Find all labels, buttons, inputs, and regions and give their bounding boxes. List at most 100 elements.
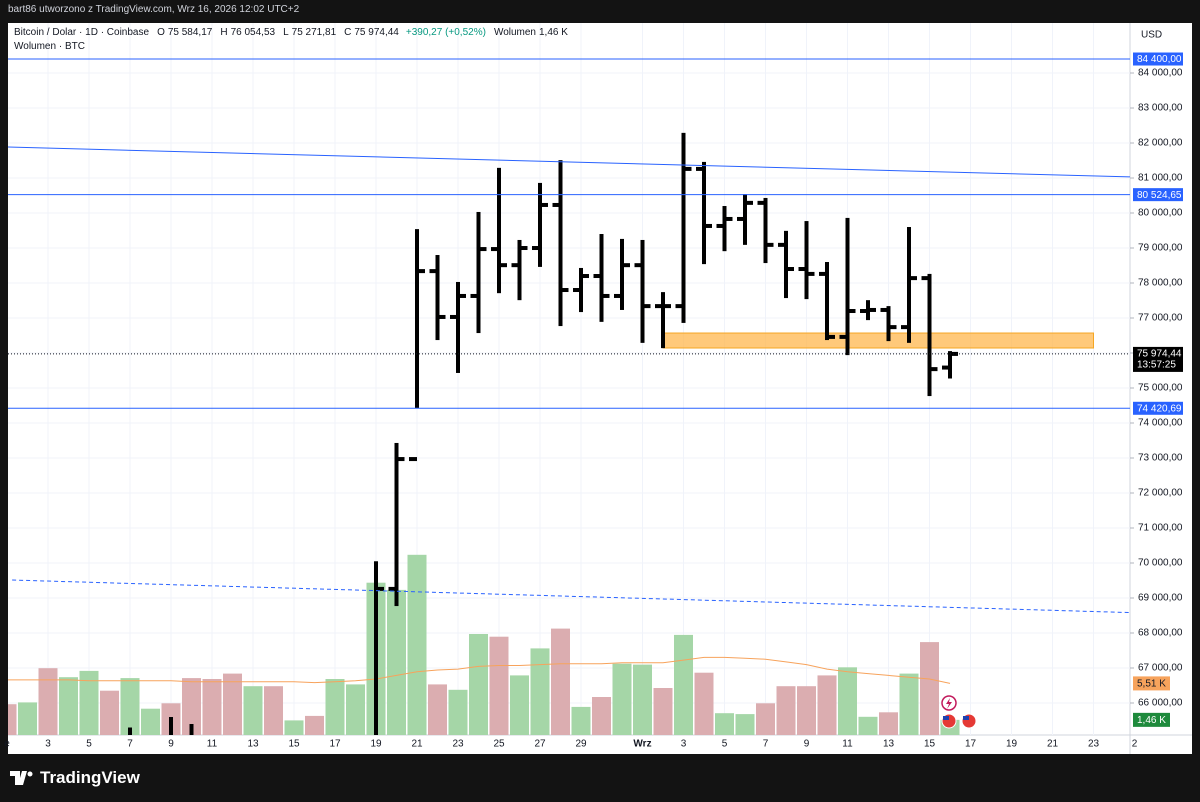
ohlc-open <box>798 267 807 272</box>
y-tick-label: 69 000,00 <box>1138 593 1183 604</box>
x-tick-label: 13 <box>883 739 895 750</box>
ohlc-range <box>927 273 932 397</box>
ohlc-close <box>581 274 589 279</box>
volume-bar <box>120 678 140 735</box>
ohlc-close <box>540 202 548 207</box>
volume-bar <box>899 673 919 735</box>
ohlc-close <box>827 334 835 339</box>
ohlc-range <box>702 161 706 265</box>
ohlc-open <box>901 325 909 330</box>
x-tick-label: 3 <box>681 739 687 750</box>
ohlc-close <box>888 325 897 330</box>
x-tick-label: 25 <box>493 739 505 750</box>
ohlc-range <box>825 262 829 341</box>
ohlc-open <box>655 304 663 309</box>
volume-bar <box>59 677 78 735</box>
ohlc-close <box>683 166 692 171</box>
ohlc-range <box>886 306 891 342</box>
volume-label: 1,46 K <box>1137 715 1166 726</box>
ohlc-close <box>458 293 466 298</box>
c-value: 75 974,44 <box>354 27 399 38</box>
ohlc-close <box>519 246 528 251</box>
x-tick-label: 11 <box>207 739 218 750</box>
volume-bar <box>530 648 550 735</box>
y-tick-label: 80 000,00 <box>1138 208 1183 219</box>
ohlc-range <box>558 160 563 327</box>
y-tick-label: 75 000,00 <box>1138 383 1183 394</box>
x-tick-label: 17 <box>329 739 341 750</box>
ohlc-range <box>374 561 378 735</box>
volume-value: 1,46 K <box>539 27 568 38</box>
ohlc-close <box>642 304 651 309</box>
x-tick-label: 9 <box>804 739 810 750</box>
ohlc-range <box>476 211 481 334</box>
ohlc-open <box>573 288 581 293</box>
ohlc-open <box>942 365 950 370</box>
volume-bar <box>325 679 345 735</box>
ohlc-close <box>663 304 671 309</box>
x-tick-label: 27 <box>534 739 546 750</box>
volume-bar <box>223 673 242 735</box>
logo-icon <box>10 771 33 785</box>
x-tick-label: 13 <box>247 739 259 750</box>
ohlc-close <box>745 200 753 205</box>
y-tick-label: 78 000,00 <box>1138 278 1183 289</box>
volume-bar <box>428 684 447 735</box>
volume-bar <box>776 686 796 735</box>
price-label-box <box>1133 52 1183 66</box>
flag-canton <box>963 716 969 720</box>
x-tick-label: 29 <box>575 739 587 750</box>
flag-canton <box>943 716 949 720</box>
ohlc-open <box>491 247 499 252</box>
ohlc-open <box>470 293 479 298</box>
ohlc-open <box>429 269 438 274</box>
volume-bar <box>8 704 17 735</box>
ohlc-close <box>724 216 733 221</box>
ohlc-open <box>819 271 827 276</box>
volume-bar <box>182 678 201 735</box>
volume-bar <box>100 690 119 735</box>
volume-bar <box>202 679 222 735</box>
volume-bar <box>264 686 283 735</box>
volume-bar <box>38 668 58 735</box>
x-tick-label: 21 <box>411 739 423 750</box>
volume-bar <box>879 712 898 735</box>
l-label: L <box>283 27 289 38</box>
price-label: 84 400,00 <box>1137 54 1182 65</box>
ohlc-range <box>435 255 440 341</box>
y-tick-label: 72 000,00 <box>1138 488 1183 499</box>
volume-bar <box>551 628 570 735</box>
y-tick-label: 67 000,00 <box>1138 663 1183 674</box>
x-tick-label: 17 <box>965 739 977 750</box>
ohlc-close <box>806 271 815 276</box>
ohlc-range <box>456 281 460 373</box>
x-tick-label: 15 <box>924 739 936 750</box>
legend: Bitcoin / Dolar · 1D · Coinbase O 75 584,… <box>14 27 568 38</box>
volume-bar <box>592 697 611 735</box>
ohlc-close <box>765 242 774 247</box>
ohlc-close <box>868 307 876 312</box>
x-tick-label: 23 <box>1088 739 1100 750</box>
volume-bar <box>141 708 160 735</box>
volume-bar <box>797 686 816 735</box>
volume-bar <box>489 636 509 735</box>
ohlc-open <box>737 216 745 221</box>
last-price-label: 75 974,44 <box>1137 349 1182 360</box>
ohlc-close <box>601 293 610 298</box>
price-label: 80 524,65 <box>1137 190 1182 201</box>
x-tick-label: Wrz <box>633 739 651 750</box>
x-tick-label: 9 <box>168 739 174 750</box>
ohlc-open <box>552 202 561 207</box>
volume-bar <box>243 686 263 735</box>
volume-label-box <box>1133 712 1170 727</box>
x-tick-label: 5 <box>722 739 728 750</box>
trendline <box>12 579 1130 614</box>
ohlc-close <box>376 586 384 591</box>
y-tick-label: 66 000,00 <box>1138 698 1183 709</box>
x-tick-label: 19 <box>370 739 382 750</box>
volume-bar <box>653 688 673 735</box>
ohlc-close <box>560 288 569 293</box>
x-tick-label: 2 <box>1132 739 1138 750</box>
volume-bar <box>694 672 714 735</box>
